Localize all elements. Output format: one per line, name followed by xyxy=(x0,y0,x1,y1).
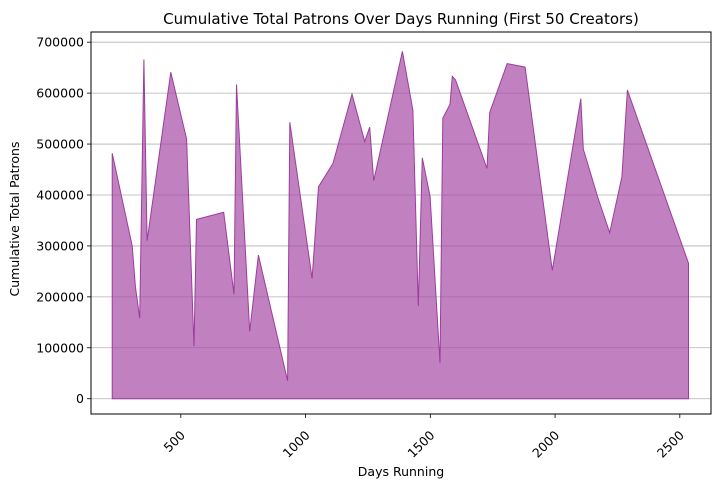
chart-title: Cumulative Total Patrons Over Days Runni… xyxy=(163,10,639,28)
x-axis-ticks: 500 1000 1500 2000 2500 xyxy=(160,414,687,461)
y-tick-label: 300000 xyxy=(36,238,84,253)
x-tick-label: 1500 xyxy=(404,427,437,460)
y-tick-label: 500000 xyxy=(36,137,84,152)
y-tick-label: 100000 xyxy=(36,340,84,355)
y-axis-label: Cumulative Total Patrons xyxy=(7,142,22,297)
x-axis-label: Days Running xyxy=(358,464,444,479)
y-tick-label: 400000 xyxy=(36,187,84,202)
y-tick-label: 200000 xyxy=(36,289,84,304)
y-axis-ticks: 0 100000 200000 300000 400000 500000 600000 700… xyxy=(36,35,91,406)
y-tick-label: 700000 xyxy=(36,35,84,50)
x-tick-label: 500 xyxy=(160,427,188,455)
y-tick-label: 0 xyxy=(76,391,84,406)
x-tick-label: 2000 xyxy=(529,427,562,460)
series-area xyxy=(111,51,689,400)
x-tick-label: 2500 xyxy=(654,427,687,460)
series-area-fill xyxy=(111,51,689,400)
plot-frame xyxy=(90,31,712,415)
y-tick-label: 600000 xyxy=(36,86,84,101)
x-tick-label: 1000 xyxy=(280,427,313,460)
